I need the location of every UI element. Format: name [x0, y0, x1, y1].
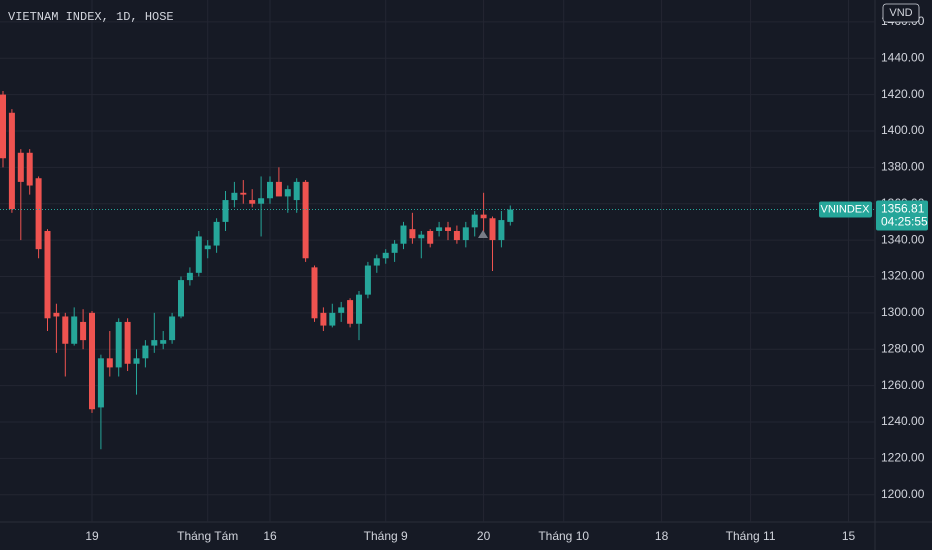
candle-body: [133, 358, 140, 364]
candle-body: [0, 94, 6, 159]
candle-body: [267, 181, 273, 199]
y-tick-label: 1420.00: [881, 87, 925, 101]
price-badge: [876, 200, 928, 231]
x-tick-label: 18: [655, 529, 669, 543]
y-tick-label: 1340.00: [881, 232, 925, 246]
x-tick-label: 20: [477, 529, 491, 543]
grid: [0, 0, 875, 522]
x-tick-label: Tháng 10: [538, 529, 589, 543]
candle-body: [35, 178, 42, 250]
candle-body: [284, 189, 291, 197]
candle-body: [320, 312, 327, 326]
candle-body: [436, 227, 443, 231]
candle-body: [178, 280, 184, 317]
candle-body: [480, 214, 487, 219]
candle-body: [106, 358, 113, 368]
axes: 1200.00 1220.00 1240.00 1260.00 1280.00 1300.…: [85, 14, 928, 543]
x-tick-label: Tháng Tám: [177, 529, 238, 543]
symbol-label: VNINDEX: [821, 203, 871, 215]
candle-body: [356, 294, 362, 324]
candle-body: [62, 316, 69, 344]
candle-body: [204, 245, 211, 250]
candle-body: [453, 230, 460, 241]
candle-body: [293, 181, 300, 201]
symbol-badge: [819, 201, 872, 218]
candle-body: [169, 316, 176, 341]
candle-body: [71, 316, 78, 344]
countdown: 04:25:55: [881, 215, 928, 229]
y-tick-label: 1320.00: [881, 269, 925, 283]
candle-body: [8, 112, 15, 210]
candle-body: [382, 252, 389, 259]
y-tick-label: 1380.00: [881, 160, 925, 174]
candle-body: [222, 200, 229, 222]
candle-body: [240, 192, 247, 195]
y-tick-label: 1240.00: [881, 414, 925, 428]
y-tick-label: 1220.00: [881, 451, 925, 465]
candle-body: [302, 181, 309, 259]
candle-body: [26, 152, 33, 186]
chart-title: VIETNAM INDEX, 1D, HOSE: [8, 10, 174, 24]
last-price: 1356.81: [881, 202, 925, 216]
y-tick-label: 1400.00: [881, 123, 925, 137]
candle-body: [142, 345, 149, 359]
candle-body: [311, 267, 318, 319]
y-tick-label: 1260.00: [881, 378, 925, 392]
candle-body: [17, 152, 24, 182]
candle-body: [213, 221, 220, 246]
candle-body: [445, 227, 451, 231]
candle-body: [400, 225, 407, 244]
candle-body: [53, 312, 60, 317]
candle-body: [507, 209, 514, 222]
candle-body: [97, 358, 104, 408]
candle-body: [160, 340, 167, 344]
x-tick-label: 15: [842, 529, 856, 543]
candle-body: [364, 265, 371, 295]
candle-body: [89, 312, 95, 410]
y-tick-label: 1280.00: [881, 341, 925, 355]
x-tick-label: Tháng 11: [726, 529, 776, 543]
x-tick-label: 16: [263, 529, 277, 543]
candle-body: [186, 272, 193, 281]
candle-body: [249, 200, 256, 204]
candle-body: [258, 198, 265, 204]
candle-body: [338, 307, 345, 313]
candle-body: [231, 192, 238, 201]
y-tick-label: 1200.00: [881, 487, 925, 501]
candle-body: [329, 312, 336, 326]
y-tick-label: 1300.00: [881, 305, 925, 319]
candle-body: [124, 321, 131, 364]
candle-body: [427, 230, 434, 244]
y-tick-label: 1440.00: [881, 50, 925, 64]
currency[interactable]: VND: [889, 7, 912, 19]
x-tick-label: Tháng 9: [364, 529, 408, 543]
candle-body: [471, 214, 478, 228]
candle-body: [418, 234, 425, 239]
candle-body: [489, 218, 496, 241]
candle-body: [409, 229, 416, 239]
event-marker[interactable]: [478, 230, 488, 238]
candle-body: [373, 258, 380, 266]
currency-badge[interactable]: [882, 3, 920, 23]
candle-body: [498, 220, 505, 241]
candle-body: [195, 236, 202, 273]
x-tick-label: 19: [85, 529, 99, 543]
candle-body: [391, 243, 398, 253]
candle-body: [44, 230, 51, 319]
candle-body: [80, 321, 87, 341]
candles: [0, 90, 875, 450]
candle-body: [462, 227, 469, 241]
candle-body: [151, 340, 158, 346]
candle-body: [275, 181, 282, 197]
candle-body: [115, 321, 122, 368]
candle-body: [347, 300, 354, 324]
